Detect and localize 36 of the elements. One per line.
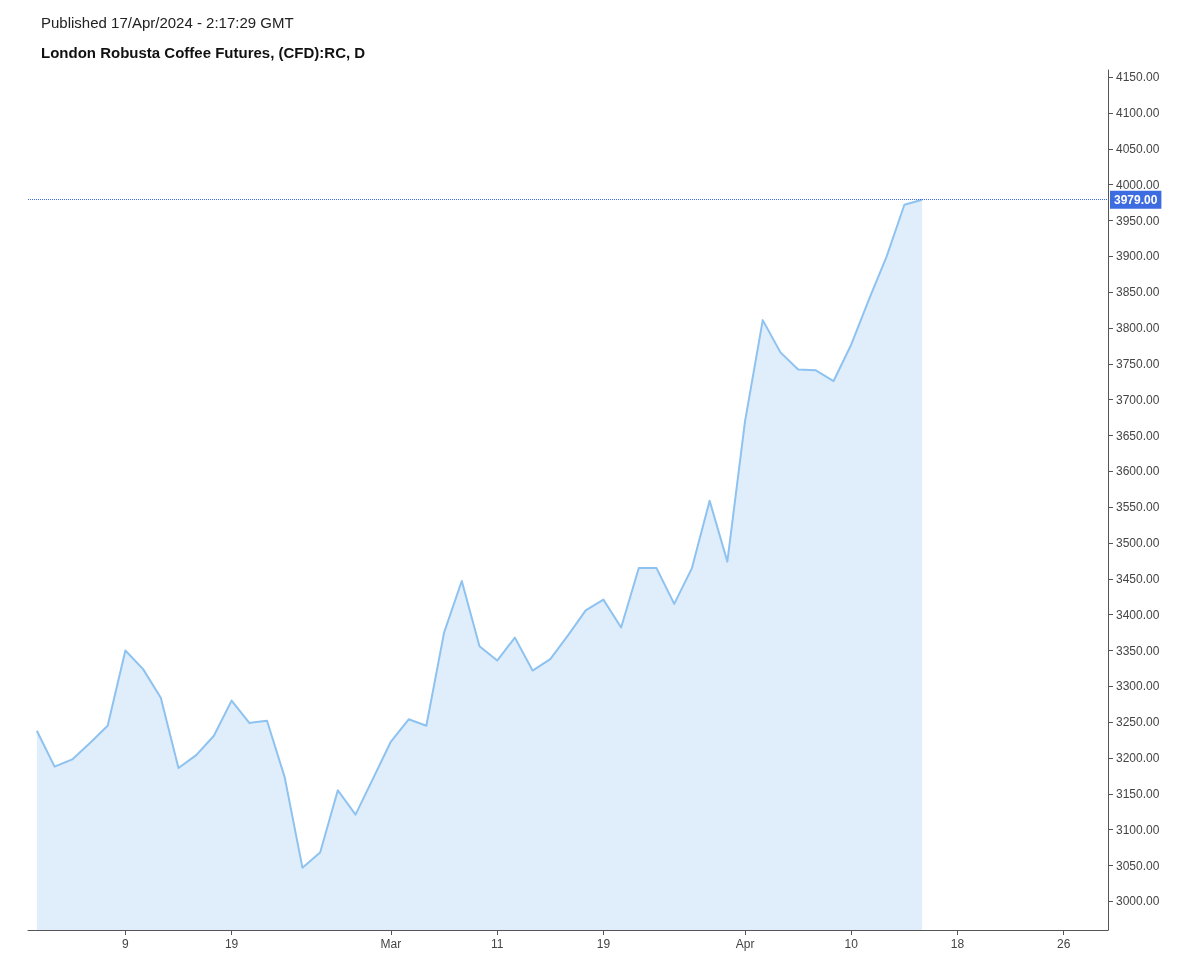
x-tick-label: 18	[950, 937, 965, 951]
y-tick-label: 3150.00	[1116, 786, 1160, 801]
y-tick-label: 3850.00	[1116, 285, 1160, 300]
y-tick-label: 3500.00	[1116, 536, 1160, 550]
y-tick-label: 4000.00	[1116, 177, 1160, 192]
y-tick-label: 4150.00	[1116, 70, 1160, 85]
y-tick-label: 3100.00	[1116, 822, 1160, 837]
y-tick-label: 4100.00	[1116, 106, 1160, 120]
y-tick-label: 3250.00	[1116, 715, 1160, 730]
y-tick-label: 4050.00	[1116, 141, 1160, 156]
y-tick-label: 3300.00	[1116, 679, 1160, 694]
y-tick-label: 3350.00	[1116, 643, 1160, 658]
y-tick-label: 3950.00	[1116, 213, 1160, 228]
x-tick-label: 9	[122, 937, 130, 951]
chart-title: London Robusta Coffee Futures, (CFD):RC, D	[41, 44, 366, 61]
x-tick-label: Apr	[735, 937, 755, 951]
y-tick-label: 3450.00	[1116, 571, 1160, 586]
x-tick-label: 26	[1057, 937, 1071, 951]
y-tick-label: 3700.00	[1116, 392, 1160, 407]
x-tick-label: 19	[596, 937, 611, 951]
y-tick-label: 3600.00	[1116, 464, 1160, 479]
y-tick-label: 3550.00	[1116, 500, 1160, 515]
x-tick-label: Mar	[380, 937, 402, 951]
x-tick-label: 10	[844, 937, 859, 951]
y-tick-label: 3650.00	[1116, 428, 1160, 443]
y-tick-label: 3200.00	[1116, 751, 1160, 765]
chart-subtitle: Published 17/Apr/2024 - 2:17:29 GMT	[41, 14, 294, 31]
x-tick-label: 11	[490, 937, 504, 951]
y-tick-label: 3800.00	[1116, 321, 1160, 335]
y-tick-label: 3900.00	[1116, 249, 1160, 264]
x-tick-label: 19	[224, 937, 239, 951]
y-tick-label: 3750.00	[1116, 356, 1160, 371]
y-tick-label: 3050.00	[1116, 858, 1160, 873]
y-tick-label: 3400.00	[1116, 607, 1160, 622]
ref-line-label: 3979.00	[1114, 192, 1158, 207]
y-tick-label: 3000.00	[1116, 894, 1160, 909]
